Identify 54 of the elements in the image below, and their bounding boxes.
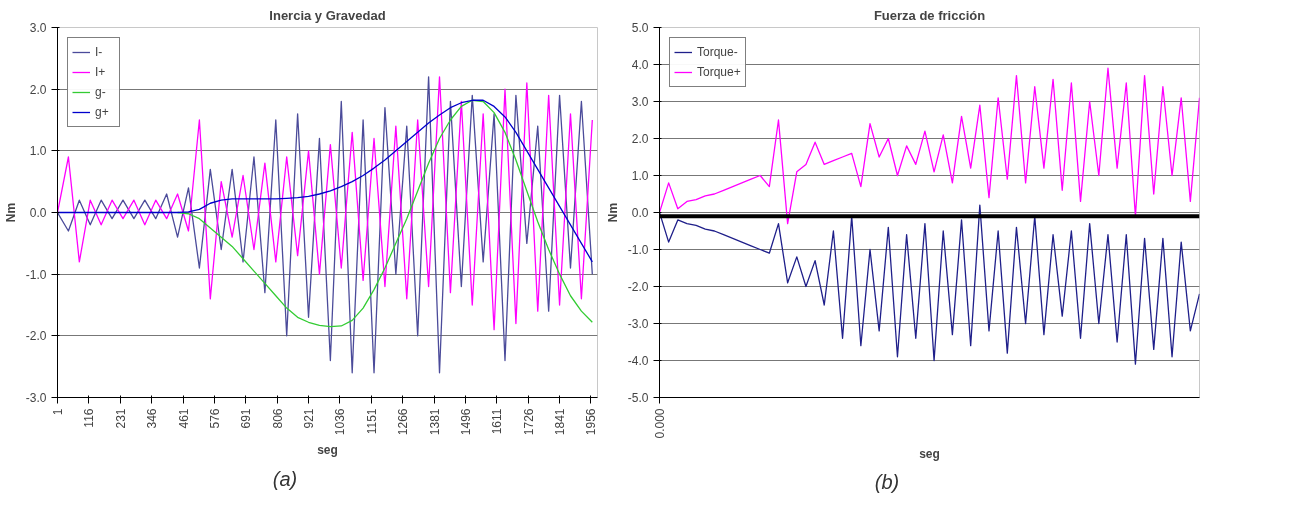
text: (a) xyxy=(272,467,298,492)
y-tick-label: -1.0 xyxy=(25,267,47,282)
legend-label: Torque+ xyxy=(697,65,741,79)
x-tick-label: 576 xyxy=(207,408,222,429)
legend-label: g- xyxy=(95,85,107,99)
x-tick-label: 1036 xyxy=(333,408,348,436)
x-tick-label: 691 xyxy=(239,408,254,429)
y-tick-label: -4.0 xyxy=(627,354,649,368)
y-tick-label: 0.0 xyxy=(29,206,47,220)
y-axis-title: Nm xyxy=(605,202,620,223)
x-tick-label: 1611 xyxy=(490,408,505,435)
x-tick-label: 1726 xyxy=(521,408,536,436)
x-axis-title: seg xyxy=(919,446,940,461)
x-tick-label: 1151 xyxy=(364,408,379,435)
line-series xyxy=(659,204,1200,365)
y-tick-label: 2.0 xyxy=(631,132,649,146)
x-tick-label: 116 xyxy=(82,408,97,428)
x-tick-label: 1496 xyxy=(458,408,473,436)
legend-label: I+ xyxy=(95,65,107,79)
text: (b) xyxy=(874,470,900,495)
legend-label: Torque- xyxy=(697,45,738,59)
x-axis-title: seg xyxy=(317,443,338,458)
y-tick-label: 1.0 xyxy=(631,169,649,183)
legend-label: I- xyxy=(95,45,104,59)
x-tick-label: 1956 xyxy=(584,408,599,436)
x-tick-label: 461 xyxy=(176,408,191,429)
x-tick-label: 806 xyxy=(270,408,285,429)
y-tick-label: 2.0 xyxy=(29,82,47,97)
y-tick-label: -2.0 xyxy=(627,280,649,294)
y-tick-label: 3.0 xyxy=(29,21,47,35)
x-tick-label: 921 xyxy=(302,408,317,429)
line-series xyxy=(659,67,1200,225)
y-tick-label: -5.0 xyxy=(627,391,649,405)
y-tick-label: -3.0 xyxy=(25,391,47,405)
y-tick-label: 0.0 xyxy=(631,206,649,220)
x-tick-label: 1381 xyxy=(427,408,442,436)
y-tick-label: 5.0 xyxy=(631,21,649,35)
x-tick-label: 346 xyxy=(145,408,160,429)
x-tick-label: 1 xyxy=(51,408,65,416)
line-series xyxy=(57,99,593,263)
y-tick-label: -1.0 xyxy=(627,243,649,257)
y-tick-label: -3.0 xyxy=(627,317,649,331)
x-tick-label: 1266 xyxy=(396,408,411,436)
chart-title: Inercia y Gravedad xyxy=(269,7,386,23)
x-tick-label: 231 xyxy=(113,408,128,429)
chart-title: Fuerza de fricción xyxy=(873,7,986,23)
y-tick-label: 4.0 xyxy=(631,58,649,72)
y-tick-label: 3.0 xyxy=(631,95,649,109)
legend-label: g+ xyxy=(95,105,110,119)
y-tick-label: 1.0 xyxy=(29,144,47,159)
x-tick-label: 0.000 xyxy=(653,408,667,439)
y-axis-title: Nm xyxy=(3,202,18,223)
x-tick-label: 1841 xyxy=(553,408,568,436)
y-tick-label: -2.0 xyxy=(25,329,47,344)
